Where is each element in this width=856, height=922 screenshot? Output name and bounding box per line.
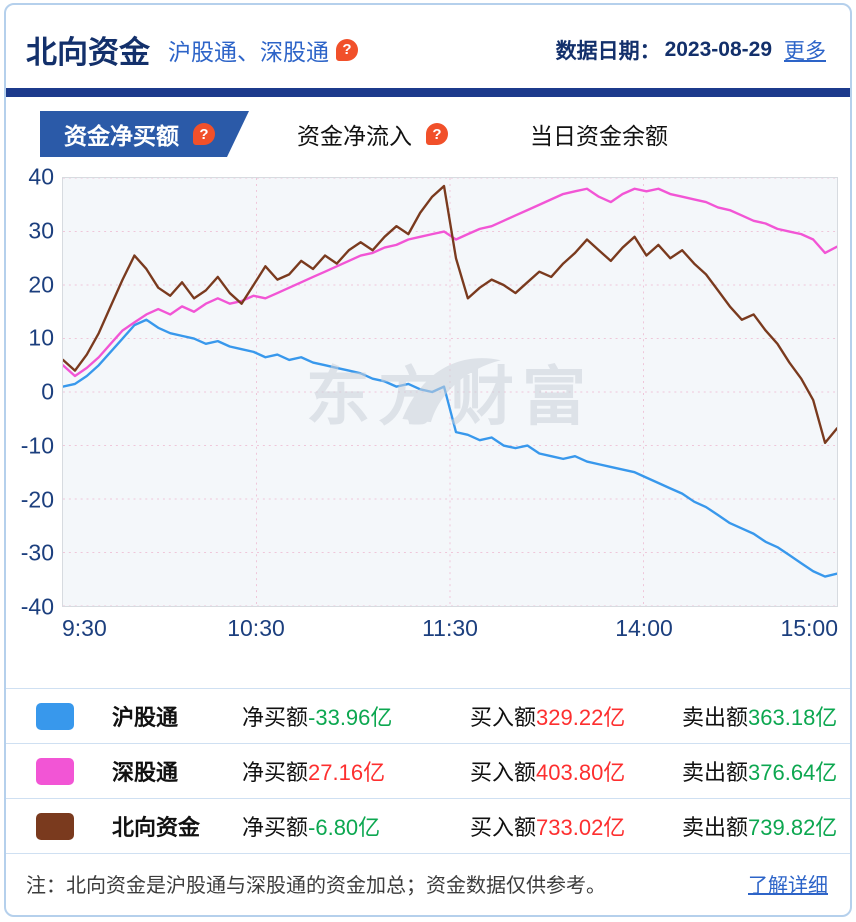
sell-cell: 卖出额376.64亿 bbox=[682, 755, 850, 787]
divider-bar bbox=[6, 88, 850, 97]
header-date-area: 数据日期： 2023-08-29 更多 bbox=[556, 35, 826, 65]
net-buy-label: 净买额 bbox=[242, 705, 309, 730]
chart-plot: 东方财富 bbox=[62, 177, 838, 607]
footnote: 注：北向资金是沪股通与深股通的资金加总；资金数据仅供参考。 了解详细 bbox=[6, 853, 850, 915]
buy-cell: 买入额329.22亿 bbox=[470, 700, 682, 732]
series-color-swatch bbox=[36, 702, 74, 730]
series-name: 深股通 bbox=[112, 760, 179, 785]
buy-value: 329.22亿 bbox=[536, 705, 626, 730]
buy-value: 403.80亿 bbox=[536, 760, 626, 785]
northbound-funds-card: 北向资金 沪股通、深股通 ? 数据日期： 2023-08-29 更多 资金净买额… bbox=[4, 3, 852, 917]
tab-net-inflow-label: 资金净流入 bbox=[297, 123, 412, 149]
buy-label: 买入额 bbox=[470, 760, 537, 785]
series-color-swatch bbox=[36, 812, 74, 840]
buy-cell: 买入额733.02亿 bbox=[470, 810, 682, 842]
buy-label: 买入额 bbox=[470, 815, 537, 840]
buy-label: 买入额 bbox=[470, 705, 537, 730]
page-title: 北向资金 bbox=[26, 35, 150, 70]
x-axis: 9:30 10:30 11:30 14:00 15:00 bbox=[62, 607, 838, 651]
x-tick-label: 9:30 bbox=[62, 615, 107, 641]
tab-net-buy-label: 资金净买额 bbox=[64, 123, 179, 149]
sell-label: 卖出额 bbox=[682, 815, 749, 840]
y-tick-label: -30 bbox=[20, 539, 54, 566]
y-tick-label: -20 bbox=[20, 486, 54, 512]
legend-row-hugutong: 沪股通 净买额-33.96亿 买入额329.22亿 卖出额363.18亿 bbox=[6, 688, 850, 743]
detail-link[interactable]: 了解详细 bbox=[748, 875, 828, 897]
help-icon[interactable]: ? bbox=[193, 123, 215, 145]
date-value: 2023-08-29 bbox=[664, 37, 772, 61]
y-tick-label: 10 bbox=[28, 324, 54, 351]
chart-section: 40 30 20 10 0 -10 -20 -30 -40 东方财富 9:30 10:30 11:3… bbox=[6, 157, 850, 651]
y-axis: 40 30 20 10 0 -10 -20 -30 -40 bbox=[10, 164, 62, 620]
date-label: 数据日期： bbox=[555, 39, 661, 63]
help-icon[interactable]: ? bbox=[426, 123, 448, 145]
legend: 沪股通 净买额-33.96亿 买入额329.22亿 卖出额363.18亿 深股通… bbox=[6, 688, 850, 853]
y-tick-label: 40 bbox=[28, 163, 54, 190]
net-buy-cell: 净买额-33.96亿 bbox=[242, 700, 470, 732]
legend-row-shengutong: 深股通 净买额27.16亿 买入额403.80亿 卖出额376.64亿 bbox=[6, 743, 850, 798]
tab-bar: 资金净买额 ? 资金净流入 ? 当日资金余额 bbox=[6, 111, 850, 157]
tab-balance-label: 当日资金余额 bbox=[530, 123, 668, 149]
net-buy-value: 27.16亿 bbox=[308, 760, 386, 785]
sell-label: 卖出额 bbox=[682, 760, 749, 785]
x-tick-label: 11:30 bbox=[422, 615, 478, 641]
series-name: 沪股通 bbox=[112, 705, 179, 730]
buy-cell: 买入额403.80亿 bbox=[470, 755, 682, 787]
sell-value: 739.82亿 bbox=[748, 815, 838, 840]
net-buy-label: 净买额 bbox=[242, 760, 309, 785]
tab-net-buy[interactable]: 资金净买额 ? bbox=[40, 111, 249, 157]
sell-label: 卖出额 bbox=[682, 705, 749, 730]
buy-value: 733.02亿 bbox=[536, 815, 626, 840]
series-name: 北向资金 bbox=[112, 815, 201, 840]
y-tick-label: -10 bbox=[20, 432, 54, 459]
chart-svg bbox=[63, 178, 837, 606]
net-buy-cell: 净买额-6.80亿 bbox=[242, 810, 470, 842]
help-icon[interactable]: ? bbox=[336, 38, 358, 61]
y-tick-label: -40 bbox=[20, 593, 54, 620]
x-tick-label: 15:00 bbox=[780, 615, 838, 641]
legend-row-northbound: 北向资金 净买额-6.80亿 买入额733.02亿 卖出额739.82亿 bbox=[6, 798, 850, 853]
sell-value: 376.64亿 bbox=[748, 760, 838, 785]
y-tick-label: 0 bbox=[41, 378, 54, 405]
y-tick-label: 20 bbox=[28, 271, 54, 297]
net-buy-cell: 净买额27.16亿 bbox=[242, 755, 470, 787]
x-tick-label: 14:00 bbox=[615, 615, 673, 641]
net-buy-value: -33.96亿 bbox=[308, 705, 393, 730]
tab-net-inflow[interactable]: 资金净流入 ? bbox=[297, 111, 448, 157]
header: 北向资金 沪股通、深股通 ? 数据日期： 2023-08-29 更多 bbox=[6, 5, 850, 88]
footnote-text: 注：北向资金是沪股通与深股通的资金加总；资金数据仅供参考。 bbox=[26, 875, 606, 897]
subtitle: 沪股通、深股通 bbox=[168, 38, 329, 65]
more-link[interactable]: 更多 bbox=[784, 39, 826, 63]
x-tick-label: 10:30 bbox=[227, 615, 285, 641]
series-color-swatch bbox=[36, 757, 74, 785]
sell-cell: 卖出额739.82亿 bbox=[682, 810, 850, 842]
y-tick-label: 30 bbox=[28, 217, 54, 244]
sell-cell: 卖出额363.18亿 bbox=[682, 700, 850, 732]
sell-value: 363.18亿 bbox=[748, 705, 838, 730]
tab-balance[interactable]: 当日资金余额 bbox=[530, 111, 668, 157]
net-buy-value: -6.80亿 bbox=[308, 815, 381, 840]
net-buy-label: 净买额 bbox=[242, 815, 309, 840]
